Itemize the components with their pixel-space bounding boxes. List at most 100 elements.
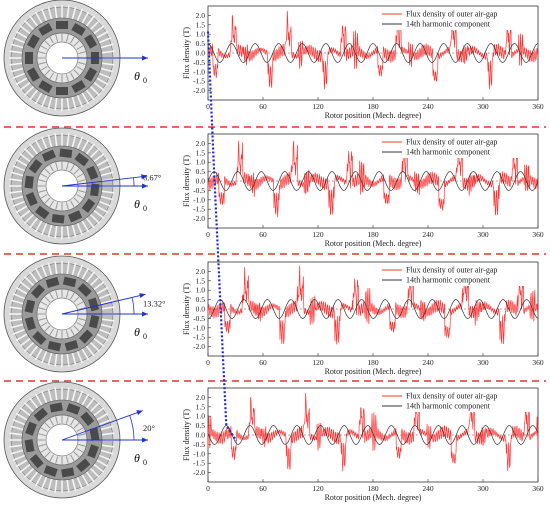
rotor-magnet xyxy=(62,276,77,288)
reference-arrowhead xyxy=(142,183,148,189)
y-tick-label: 0.0 xyxy=(196,49,206,58)
stator-slot xyxy=(100,43,114,49)
rotor-magnet xyxy=(41,149,57,162)
x-tick-label: 360 xyxy=(532,102,544,111)
stator-slot xyxy=(66,133,70,147)
inner-slot xyxy=(40,427,48,432)
legend-label-harmonic: 14th harmonic component xyxy=(406,402,491,411)
stator-slot xyxy=(23,341,35,353)
inner-slot xyxy=(55,330,59,339)
stator-slot xyxy=(81,92,90,105)
motor-cross-sections: θ 06.67°θ 013.32°θ 020°θ 0 xyxy=(3,0,166,499)
theta-subscript: 0 xyxy=(143,76,147,85)
inner-slot xyxy=(49,200,54,208)
rotor-magnet xyxy=(43,465,58,477)
inner-slot xyxy=(76,173,84,178)
stator-slot xyxy=(19,25,31,35)
stator-slot xyxy=(12,72,26,80)
stator-slot xyxy=(47,224,53,238)
stator-slot xyxy=(96,30,109,39)
inner-slot xyxy=(37,61,46,65)
stator-slot xyxy=(101,62,115,66)
stator-slot xyxy=(40,264,48,278)
rotor-magnet xyxy=(25,191,38,207)
series-flux-line xyxy=(207,392,539,472)
inner-slot xyxy=(73,167,81,175)
stator-slot xyxy=(81,393,90,406)
stator-slot xyxy=(9,432,23,436)
y-tick-label: 1.5 xyxy=(196,20,206,29)
stator-slot xyxy=(15,205,28,214)
angle-label: 13.32° xyxy=(143,299,166,309)
y-tick-label: 0.0 xyxy=(196,177,206,186)
stator-slot xyxy=(40,350,48,364)
inner-slot xyxy=(43,421,51,429)
stator-slot xyxy=(101,444,115,448)
stator-slot xyxy=(34,348,43,361)
inner-slot xyxy=(40,194,48,199)
inner-slot xyxy=(43,39,51,47)
stator-slot xyxy=(9,190,23,194)
x-tick-label: 300 xyxy=(477,102,489,111)
stator-slot xyxy=(15,412,28,421)
stator-slot xyxy=(29,15,39,27)
x-tick-label: 60 xyxy=(259,230,267,239)
inner-slot xyxy=(76,45,84,50)
rotor-magnet xyxy=(56,21,68,29)
inner-slot xyxy=(55,74,59,83)
x-tick-label: 300 xyxy=(477,358,489,367)
rotor-magnet xyxy=(74,152,89,167)
stator-slot xyxy=(93,153,105,163)
inner-slot xyxy=(43,325,51,333)
stator-slot xyxy=(96,412,109,421)
stator-slot xyxy=(19,153,31,163)
stator-slot xyxy=(54,5,58,19)
stator-slot xyxy=(66,5,70,19)
stator-slot xyxy=(93,337,105,347)
inner-slot xyxy=(49,454,54,462)
series-harmonic-line xyxy=(207,425,539,445)
inner-slot xyxy=(37,317,46,321)
x-tick-label: 120 xyxy=(312,358,324,367)
stator-slot xyxy=(66,261,70,275)
inner-slot xyxy=(55,289,59,298)
inner-slot xyxy=(40,45,48,50)
rotor-magnet xyxy=(80,411,95,426)
rotor-magnet xyxy=(71,80,86,94)
inner-slot xyxy=(73,39,81,47)
y-tick-label: 0.0 xyxy=(196,431,206,440)
rotor-magnet xyxy=(76,458,91,473)
rotor-magnet xyxy=(24,439,35,453)
x-tick-label: 240 xyxy=(422,102,434,111)
legend-box xyxy=(376,264,536,286)
stator-slot xyxy=(66,225,70,239)
stator-slot xyxy=(47,134,53,148)
inner-slot xyxy=(70,164,75,172)
stator-slot xyxy=(10,425,24,431)
legend-box xyxy=(376,136,536,158)
x-tick-label: 180 xyxy=(367,358,379,367)
x-tick-label: 360 xyxy=(532,358,544,367)
rotor-magnet xyxy=(88,297,100,312)
rotor-angle-arrowhead xyxy=(139,293,146,299)
inner-slot xyxy=(40,301,48,306)
reference-arrowhead xyxy=(142,55,148,61)
stator-slot xyxy=(96,205,109,214)
stator-slot xyxy=(71,96,77,110)
x-tick-label: 120 xyxy=(312,230,324,239)
rotor-magnet xyxy=(84,67,98,82)
reference-arrowhead xyxy=(142,311,148,317)
legend-label-flux: Flux density of outer air-gap xyxy=(406,266,497,275)
inner-slot xyxy=(78,189,87,193)
motor-3: 13.32° θ 0 xyxy=(3,255,166,373)
rotor-magnet xyxy=(71,22,86,36)
stator-slot xyxy=(100,323,114,329)
stator-slot xyxy=(19,407,31,417)
stator-slot xyxy=(9,62,23,66)
stator-slot xyxy=(9,50,23,54)
y-tick-label: -1.0 xyxy=(193,67,205,76)
stator-slot xyxy=(40,390,48,404)
inner-slot xyxy=(73,295,81,303)
